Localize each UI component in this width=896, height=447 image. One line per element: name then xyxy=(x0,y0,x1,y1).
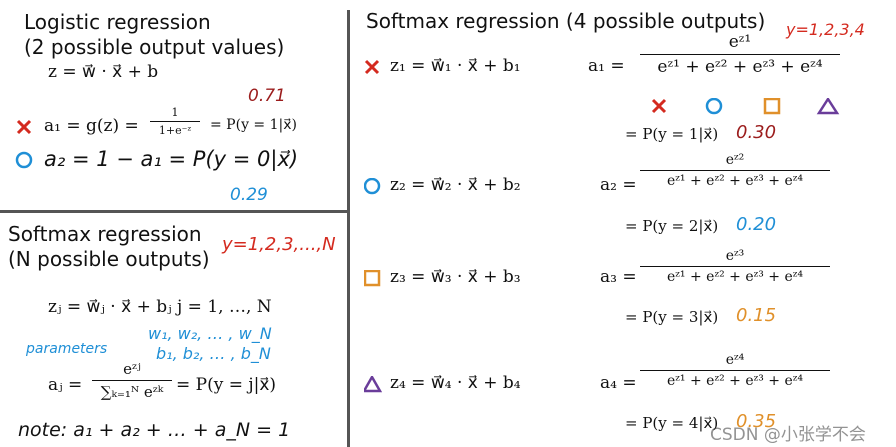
formula: aⱼ = xyxy=(48,375,83,395)
numerator: eᶻ⁴ xyxy=(725,352,745,368)
formula: a₁ = xyxy=(588,56,625,76)
fraction: 1 1+e⁻ᶻ xyxy=(150,106,200,137)
formula: z₃ = w⃗₃ · x⃗ + b₃ xyxy=(390,267,521,287)
cross-icon xyxy=(16,119,32,135)
formula: a₁ = g(z) = xyxy=(44,116,139,136)
section-subtitle: (2 possible output values) xyxy=(24,35,285,59)
handwritten-note: note: a₁ + a₂ + … + a_N = 1 xyxy=(18,419,291,441)
numerator: eᶻ¹ xyxy=(728,32,752,52)
numerator: eᶻ² xyxy=(725,152,745,168)
section-title: Softmax regression (4 possible outputs) xyxy=(366,9,766,33)
handwritten-note: y=1,2,3,...,N xyxy=(222,234,336,255)
section-title: Logistic regression xyxy=(24,10,211,34)
denominator: eᶻ¹ + eᶻ² + eᶻ³ + eᶻ⁴ xyxy=(667,269,803,285)
formula: = P(y = 2|x⃗) xyxy=(625,217,719,235)
formula: = P(y = 1|x⃗) xyxy=(625,125,719,143)
watermark: CSDN @小张学不会 xyxy=(710,425,866,445)
formula: = P(y = 3|x⃗) xyxy=(625,308,719,326)
denominator: ∑ₖ₌₁ᴺ eᶻᵏ xyxy=(100,383,164,401)
fraction: eᶻʲ ∑ₖ₌₁ᴺ eᶻᵏ xyxy=(92,360,172,401)
fraction-bar xyxy=(640,266,830,267)
divider xyxy=(347,10,350,447)
denominator: 1+e⁻ᶻ xyxy=(158,124,192,137)
formula: = P(y = 4|x⃗) xyxy=(625,414,719,432)
fraction-bar xyxy=(640,170,830,171)
fraction: eᶻ³ eᶻ¹ + eᶻ² + eᶻ³ + eᶻ⁴ xyxy=(640,248,830,285)
handwritten-value: 0.30 xyxy=(736,122,777,143)
formula: zⱼ = w⃗ⱼ · x⃗ + bⱼ j = 1, …, N xyxy=(48,297,272,317)
handwritten-value: 0.20 xyxy=(736,214,777,235)
fraction-bar xyxy=(640,370,830,371)
fraction-bar xyxy=(640,54,840,55)
handwritten-note: y=1,2,3,4 xyxy=(786,20,865,39)
formula: z₁ = w⃗₁ · x⃗ + b₁ xyxy=(390,56,521,76)
formula: a₃ = xyxy=(600,267,637,287)
output-icon xyxy=(364,270,381,287)
divider xyxy=(0,210,348,213)
output-icons xyxy=(651,98,840,115)
fraction: eᶻ² eᶻ¹ + eᶻ² + eᶻ³ + eᶻ⁴ xyxy=(640,152,830,189)
formula: a₂ = xyxy=(600,175,637,195)
output-icon xyxy=(364,59,380,75)
formula: a₄ = xyxy=(600,373,637,393)
formula: z₄ = w⃗₄ · x⃗ + b₄ xyxy=(390,373,521,393)
formula: = P(y = 1|x⃗) xyxy=(210,117,297,133)
denominator: eᶻ¹ + eᶻ² + eᶻ³ + eᶻ⁴ xyxy=(657,57,823,77)
handwritten-value: 0.15 xyxy=(736,305,777,326)
circle-icon xyxy=(15,151,33,169)
handwritten-note: parameters xyxy=(26,341,108,357)
handwritten-value: 0.35 xyxy=(736,411,777,432)
handwritten-note: b₁, b₂, … , b_N xyxy=(156,344,271,363)
handwritten-formula: a₂ = 1 − a₁ = P(y = 0|x⃗) xyxy=(44,147,299,171)
formula: = P(y = j|x⃗) xyxy=(176,375,277,395)
numerator: 1 xyxy=(171,106,179,119)
denominator: eᶻ¹ + eᶻ² + eᶻ³ + eᶻ⁴ xyxy=(667,173,803,189)
section-subtitle: (N possible outputs) xyxy=(8,247,210,271)
numerator: eᶻ³ xyxy=(725,248,745,264)
formula: z₂ = w⃗₂ · x⃗ + b₂ xyxy=(390,175,521,195)
output-icon xyxy=(364,178,381,195)
handwritten-value: 0.71 xyxy=(248,86,286,106)
output-icon xyxy=(364,376,382,393)
fraction: eᶻ⁴ eᶻ¹ + eᶻ² + eᶻ³ + eᶻ⁴ xyxy=(640,352,830,389)
numerator: eᶻʲ xyxy=(123,360,141,378)
handwritten-note: w₁, w₂, … , w_N xyxy=(148,324,272,343)
handwritten-value: 0.29 xyxy=(230,185,268,205)
denominator: eᶻ¹ + eᶻ² + eᶻ³ + eᶻ⁴ xyxy=(667,373,803,389)
section-title: Softmax regression xyxy=(8,222,202,246)
fraction: eᶻ¹ eᶻ¹ + eᶻ² + eᶻ³ + eᶻ⁴ xyxy=(640,32,840,77)
formula: z = w⃗ · x⃗ + b xyxy=(48,62,159,82)
